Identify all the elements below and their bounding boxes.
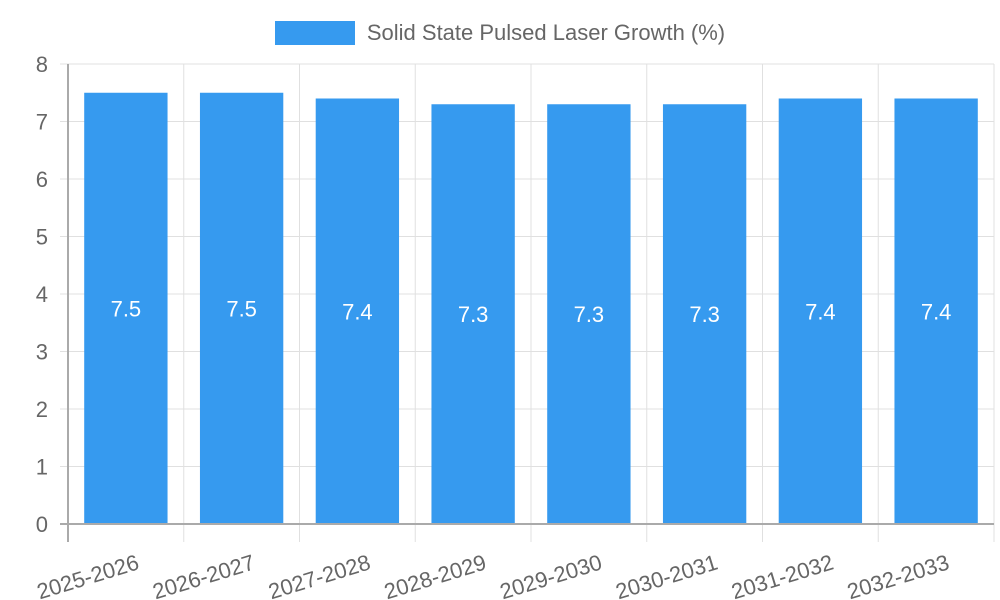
- x-tick-label: 2031-2032: [728, 550, 836, 600]
- y-tick-label: 7: [36, 110, 48, 135]
- x-tick-label: 2026-2027: [150, 550, 258, 600]
- bar: [894, 98, 978, 524]
- bar-value-label: 7.3: [689, 302, 720, 327]
- bar: [315, 98, 400, 524]
- y-tick-label: 4: [36, 282, 48, 307]
- legend-swatch: [274, 21, 355, 45]
- bar: [84, 92, 168, 524]
- chart-legend[interactable]: Solid State Pulsed Laser Growth (%): [0, 18, 1000, 48]
- bar-value-label: 7.5: [226, 296, 257, 321]
- y-tick-label: 0: [36, 512, 48, 537]
- bar-value-label: 7.3: [458, 302, 489, 327]
- x-tick-label: 2032-2033: [844, 550, 952, 600]
- bar-value-label: 7.4: [342, 299, 373, 324]
- bar: [431, 104, 515, 524]
- bar: [199, 92, 284, 524]
- x-tick-label: 2025-2026: [34, 550, 142, 600]
- bar-value-label: 7.3: [574, 302, 605, 327]
- bar-value-label: 7.4: [805, 299, 836, 324]
- legend-label: Solid State Pulsed Laser Growth (%): [366, 20, 726, 45]
- y-tick-label: 5: [36, 225, 48, 250]
- bar: [547, 104, 631, 524]
- bar-value-label: 7.5: [111, 296, 142, 321]
- y-tick-label: 8: [36, 52, 48, 77]
- x-tick-label: 2029-2030: [497, 550, 605, 600]
- x-tick-label: 2030-2031: [613, 550, 721, 600]
- y-tick-label: 2: [36, 397, 48, 422]
- x-tick-label: 2027-2028: [265, 550, 373, 600]
- bar: [778, 98, 863, 524]
- bar: [662, 104, 747, 524]
- bar-value-label: 7.4: [921, 299, 952, 324]
- y-tick-label: 1: [36, 455, 48, 480]
- x-tick-label: 2028-2029: [381, 550, 489, 600]
- y-tick-label: 6: [36, 167, 48, 192]
- y-tick-label: 3: [36, 340, 48, 365]
